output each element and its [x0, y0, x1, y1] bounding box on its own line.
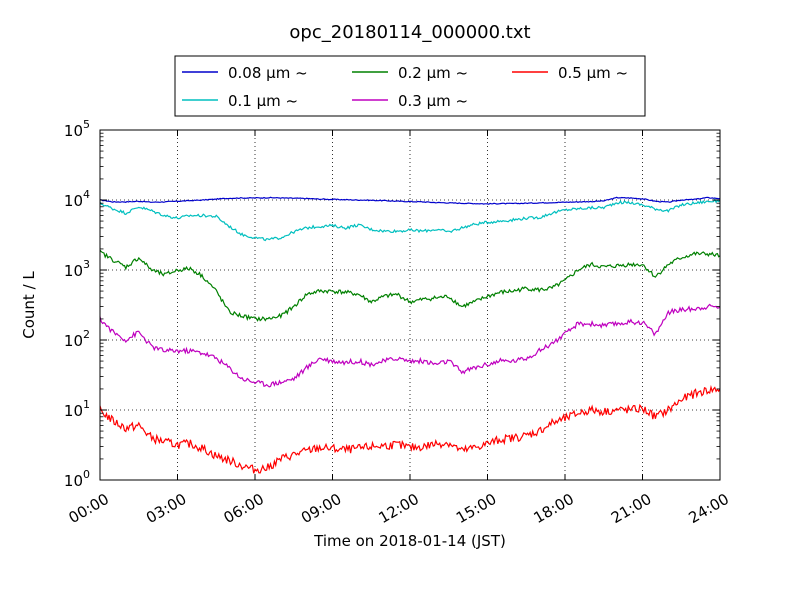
y-tick-exponent: 3: [83, 258, 90, 271]
series-lines: [99, 196, 721, 474]
y-tick-exponent: 2: [83, 328, 90, 341]
y-tick-exponent: 1: [83, 398, 90, 411]
y-tick-base: 10: [64, 402, 83, 420]
x-tick-label: 09:00: [298, 490, 344, 527]
y-axis-label: Count / L: [20, 271, 38, 339]
legend-label: 0.08 μm ~: [228, 64, 308, 82]
y-tick-base: 10: [64, 122, 83, 140]
chart-title: opc_20180114_000000.txt: [289, 22, 530, 43]
series-line: [99, 303, 721, 388]
x-tick-label: 06:00: [221, 490, 267, 527]
x-tick-label: 00:00: [66, 490, 112, 527]
x-tick-label: 18:00: [531, 490, 577, 527]
series-line: [99, 249, 721, 322]
y-tick-exponent: 4: [83, 188, 90, 201]
x-tick-label: 15:00: [453, 490, 499, 527]
y-tick-base: 10: [64, 192, 83, 210]
y-tick-label: 100: [64, 468, 90, 490]
legend-label: 0.3 μm ~: [398, 92, 468, 110]
y-tick-base: 10: [64, 332, 83, 350]
y-tick-label: 103: [64, 258, 90, 280]
x-axis-label: Time on 2018-01-14 (JST): [313, 532, 506, 550]
y-tick-base: 10: [64, 472, 83, 490]
legend-box: [174, 55, 646, 117]
x-tick-label: 12:00: [376, 490, 422, 527]
legend-label: 0.5 μm ~: [558, 64, 628, 82]
x-tick-label: 21:00: [608, 490, 654, 527]
plot-area: [100, 130, 720, 480]
series-line: [99, 384, 721, 474]
y-tick-base: 10: [64, 262, 83, 280]
y-tick-exponent: 0: [83, 468, 90, 481]
plot-frame: [99, 129, 721, 481]
y-tick-label: 102: [64, 328, 90, 350]
y-tick-label: 104: [64, 188, 90, 210]
y-tick-label: 105: [64, 118, 90, 140]
grid: [100, 130, 720, 480]
x-tick-labels: 00:00 03:00 06:00 09:00 12:00 15:00 18:00 21:00…: [66, 490, 732, 527]
series-line: [99, 198, 721, 242]
series-line: [99, 196, 721, 205]
legend-label: 0.1 μm ~: [228, 92, 298, 110]
x-tick-label: 24:00: [686, 490, 732, 527]
y-tick-exponent: 5: [83, 118, 90, 131]
legend: 0.08 μm ~ 0.1 μm ~ 0.2 μm ~ 0.3 μm ~ 0.5 μm …: [174, 55, 646, 117]
legend-label: 0.2 μm ~: [398, 64, 468, 82]
y-tick-label: 101: [64, 398, 90, 420]
x-tick-label: 03:00: [143, 490, 189, 527]
